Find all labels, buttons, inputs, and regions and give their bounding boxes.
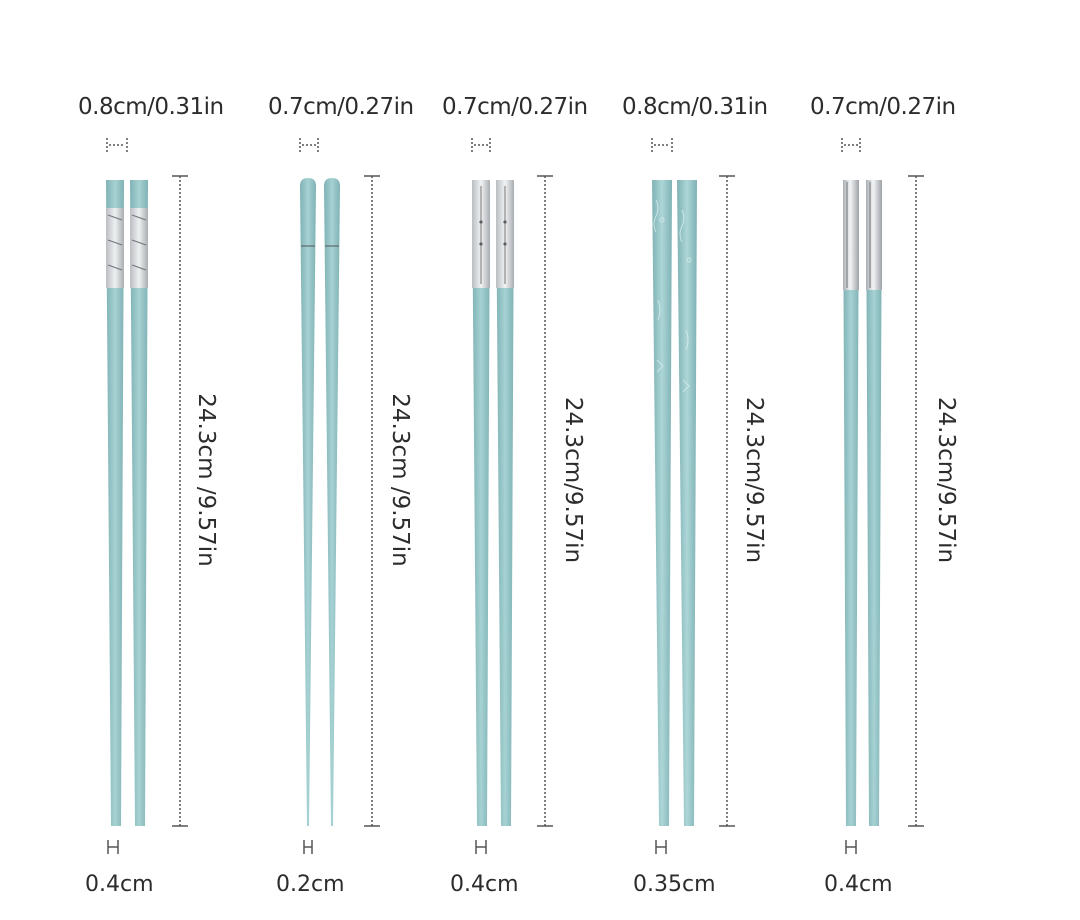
top-width-label: 0.7cm/0.27in [268, 94, 414, 120]
tip-width-label: 0.4cm [85, 872, 154, 897]
top-width-label: 0.8cm/0.31in [78, 94, 224, 120]
tip-width-label: 0.35cm [633, 872, 716, 897]
top-width-label: 0.8cm/0.31in [622, 94, 768, 120]
tip-width-label: 0.4cm [450, 872, 519, 897]
top-width-label: 0.7cm/0.27in [442, 94, 588, 120]
tip-width-label: 0.2cm [276, 872, 345, 897]
top-width-label: 0.7cm/0.27in [810, 94, 956, 120]
length-label: 24.3cm/9.57in [933, 396, 959, 564]
tip-width-label: 0.4cm [824, 872, 893, 897]
